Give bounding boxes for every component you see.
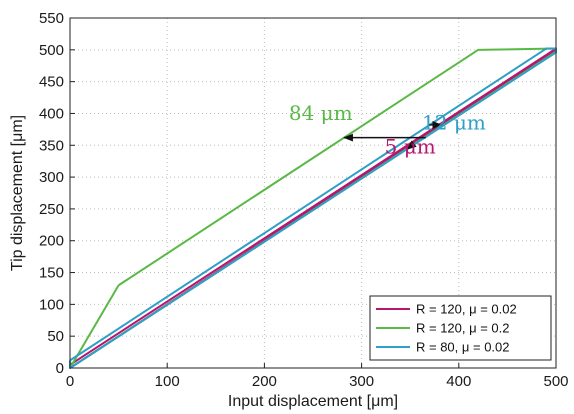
x-tick-label: 400 (446, 373, 471, 390)
x-tick-label: 300 (349, 373, 374, 390)
annotation-arrow-3 (406, 140, 417, 150)
annotations-group: 84 μm 12 μm5 μm (289, 101, 486, 159)
legend-label-2: R = 120, μ = 0.2 (416, 321, 510, 336)
arrows-group (343, 120, 443, 150)
y-tick-label: 550 (39, 10, 64, 27)
y-axis-label: Tip displacement [μm] (9, 115, 26, 271)
ticks-group: 0 100 200 300 400 500 0 50 100 150 200 250 300 350 400… (39, 10, 569, 390)
y-tick-label: 300 (39, 169, 64, 186)
x-axis-label: Input displacement [μm] (228, 393, 398, 410)
y-tick-label: 50 (47, 328, 64, 345)
y-tick-label: 350 (39, 137, 64, 154)
legend-label-3: R = 80, μ = 0.02 (416, 340, 510, 355)
annotation-label-1: 84 μm (289, 101, 353, 125)
y-tick-label: 450 (39, 74, 64, 91)
y-tick-label: 0 (56, 360, 64, 377)
x-tick-label: 500 (543, 373, 568, 390)
y-tick-label: 200 (39, 233, 64, 250)
x-tick-label: 0 (66, 373, 74, 390)
x-tick-label: 100 (155, 373, 180, 390)
y-tick-label: 150 (39, 265, 64, 282)
y-tick-label: 100 (39, 296, 64, 313)
x-tick-label: 200 (252, 373, 277, 390)
legend-label-1: R = 120, μ = 0.02 (416, 302, 517, 317)
y-tick-label: 400 (39, 105, 64, 122)
y-tick-label: 250 (39, 201, 64, 218)
legend: R = 120, μ = 0.02 R = 120, μ = 0.2 R = 80,… (369, 295, 552, 361)
y-tick-label: 500 (39, 42, 64, 59)
annotation-label-3: 5 μm (385, 135, 436, 159)
annotation-label-2: 12 μm (422, 110, 486, 134)
plot-frame (69, 17, 557, 369)
